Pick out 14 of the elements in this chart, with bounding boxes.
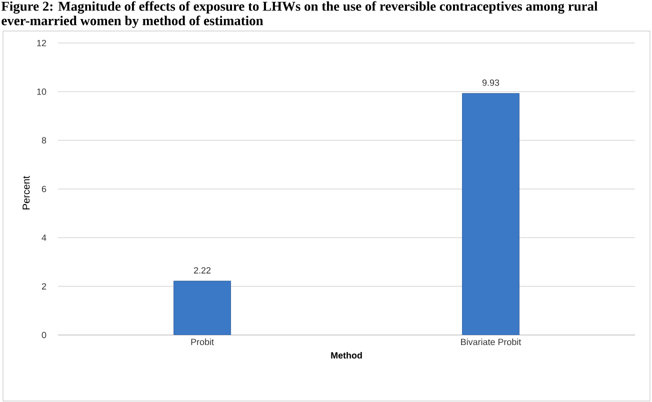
x-axis-title: Method bbox=[331, 352, 362, 359]
y-tick-label: 4 bbox=[42, 234, 46, 241]
y-tick-label: 8 bbox=[42, 137, 46, 144]
x-tick-label: Bivariate Probit bbox=[461, 338, 522, 346]
y-tick-label: 12 bbox=[37, 40, 46, 46]
y-axis-title: Percent bbox=[22, 176, 30, 210]
chart-title: Figure 2: Magnitude of effects of exposure to LHWs on the use of reversible contraceptives among rural ever-married women by method of estimation bbox=[1, 1, 598, 28]
y-tick-label: 2 bbox=[42, 283, 46, 290]
y-tick-label: 6 bbox=[42, 186, 46, 192]
y-tick-label: 10 bbox=[37, 88, 46, 95]
x-tick-label: Probit bbox=[191, 338, 214, 346]
data-label: 2.22 bbox=[194, 267, 211, 274]
y-tick-label: 0 bbox=[42, 332, 46, 338]
data-label: 9.93 bbox=[482, 79, 500, 86]
